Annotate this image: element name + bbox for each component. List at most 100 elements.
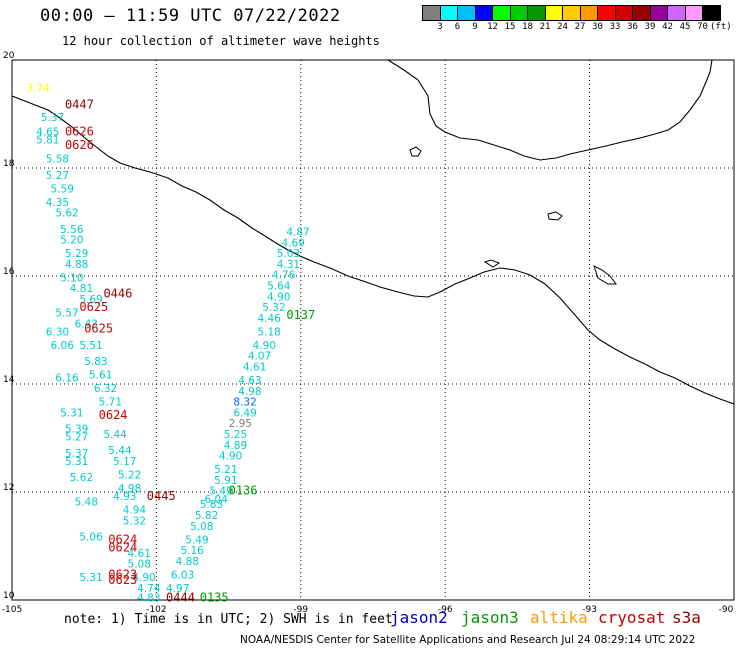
swh-value: 4.81 — [70, 283, 93, 295]
swh-value: 5.10 — [60, 272, 83, 284]
swh-value: 5.64 — [267, 281, 291, 293]
swh-value: 5.22 — [118, 470, 141, 482]
color-scale-label: 21 — [539, 22, 551, 32]
pass-time: 0625 — [84, 322, 113, 336]
color-scale-label: 6 — [454, 22, 461, 32]
pass-time: 0625 — [79, 300, 108, 314]
swh-labels: 3.745.374.655.815.585.275.594.355.625.56… — [26, 82, 309, 604]
legend-entry-jason3: jason3 — [461, 608, 519, 627]
pass-time: 0623 — [108, 573, 137, 587]
color-scale-label: 42 — [662, 22, 673, 32]
gulf-coastline — [387, 59, 713, 161]
color-scale-label: 24 — [557, 22, 568, 32]
swh-value: 2.95 — [229, 418, 252, 430]
color-swatch — [702, 5, 721, 21]
units-note: note: 1) Time is in UTC; 2) SWH is in fe… — [64, 612, 393, 627]
swh-value: 4.46 — [257, 313, 281, 325]
swh-value: 5.08 — [190, 521, 213, 533]
swh-value: 4.31 — [277, 259, 300, 271]
swh-value: 4.97 — [166, 583, 189, 595]
pass-time: 0624 — [108, 532, 137, 546]
swh-value: 4.61 — [128, 548, 151, 560]
swh-value: 6.43 — [75, 318, 98, 330]
swh-value: 5.62 — [70, 472, 93, 484]
pass-time: 0624 — [108, 540, 137, 554]
swh-value: 5.16 — [180, 545, 204, 557]
latitude-tick-label: 10 — [3, 591, 15, 601]
swh-value: 5.37 — [41, 112, 64, 124]
swh-value: 4.88 — [176, 556, 199, 568]
swh-value: 4.69 — [282, 237, 305, 249]
swh-value: 4.87 — [286, 227, 309, 239]
swh-value: 4.65 — [36, 127, 59, 139]
latitude-tick-label: 16 — [3, 267, 15, 277]
swh-value: 5.49 — [209, 486, 232, 498]
pass-time: 0444 — [166, 591, 195, 605]
swh-value: 5.31 — [79, 572, 102, 584]
pass-time: 0623 — [108, 567, 137, 581]
pass-time: 0136 — [229, 484, 258, 498]
pass-time: 0624 — [99, 408, 128, 422]
swh-value: 5.20 — [60, 235, 83, 247]
legend-entry-cryosat: cryosat — [598, 608, 666, 627]
swh-value: 5.32 — [123, 515, 146, 527]
swh-value: 6.16 — [55, 372, 79, 384]
swh-value: 4.90 — [267, 291, 290, 303]
color-scale-label: 3 — [437, 22, 443, 32]
map-subtitle: 12 hour collection of altimeter wave hei… — [62, 34, 380, 48]
swh-value: 5.31 — [65, 456, 88, 468]
swh-value: 5.83 — [200, 499, 223, 511]
swh-value: 5.21 — [214, 464, 237, 476]
swh-value: 8.32 — [233, 397, 256, 409]
color-scale-bar — [422, 5, 721, 21]
swh-value: 5.27 — [46, 170, 69, 182]
map-title: 00:00 – 11:59 UTC 07/22/2022 — [40, 6, 341, 26]
swh-value: 6.04 — [205, 494, 229, 506]
color-scale-labels: 3 6 9 12 15 18 21 24 27 30 33 36 39 42 45 70 (ft) — [422, 22, 740, 34]
latitude-tick-label: 12 — [3, 483, 14, 493]
pass-time: 0446 — [103, 287, 132, 301]
longitude-tick-label: -102 — [146, 605, 166, 615]
swh-value: 5.62 — [55, 208, 78, 220]
swh-value: 5.56 — [60, 224, 84, 236]
pass-time: 0445 — [147, 489, 176, 503]
swh-value: 5.39 — [65, 424, 88, 436]
swh-value: 5.17 — [113, 456, 136, 468]
map-grid — [12, 60, 734, 600]
pass-time: 0626 — [65, 138, 94, 152]
swh-value: 5.31 — [60, 407, 83, 419]
swh-value: 4.94 — [123, 505, 147, 517]
swh-value: 5.44 — [103, 429, 127, 441]
pass-time: 0135 — [200, 591, 229, 605]
swh-value: 4.98 — [238, 386, 261, 398]
latitude-tick-label: 20 — [3, 51, 15, 61]
pass-time: 0626 — [65, 125, 94, 139]
latitude-tick-label: 14 — [3, 375, 15, 385]
swh-value: 4.90 — [132, 572, 155, 584]
swh-value: 4.90 — [219, 451, 242, 463]
color-scale-label: 70 — [697, 22, 708, 32]
longitude-tick-label: -96 — [438, 605, 453, 615]
color-scale-label: 39 — [644, 22, 656, 32]
legend-entry-altika: altika — [530, 608, 588, 627]
swh-value: 6.49 — [233, 407, 256, 419]
color-scale-label: 15 — [504, 22, 516, 32]
color-scale-label: 27 — [574, 22, 586, 32]
swh-value: 5.83 — [84, 356, 107, 368]
pass-time: 0137 — [286, 308, 315, 322]
color-scale-label: 45 — [679, 22, 691, 32]
swh-value: 4.61 — [243, 362, 266, 374]
swh-value: 5.06 — [79, 532, 103, 544]
longitude-tick-label: -99 — [293, 605, 308, 615]
longitude-tick-label: -90 — [719, 605, 734, 615]
swh-value: 5.61 — [89, 370, 112, 382]
swh-value: 5.49 — [185, 534, 208, 546]
swh-value: 4.98 — [118, 483, 141, 495]
swh-value: 4.83 — [137, 593, 160, 605]
axis-tick-labels: -105 -102 -99 -96 -93 -90 20 18 16 14 12 10 — [2, 51, 734, 615]
swh-value: 4.76 — [272, 270, 296, 282]
swh-value: 5.48 — [75, 497, 98, 509]
swh-value: 4.90 — [253, 340, 276, 352]
